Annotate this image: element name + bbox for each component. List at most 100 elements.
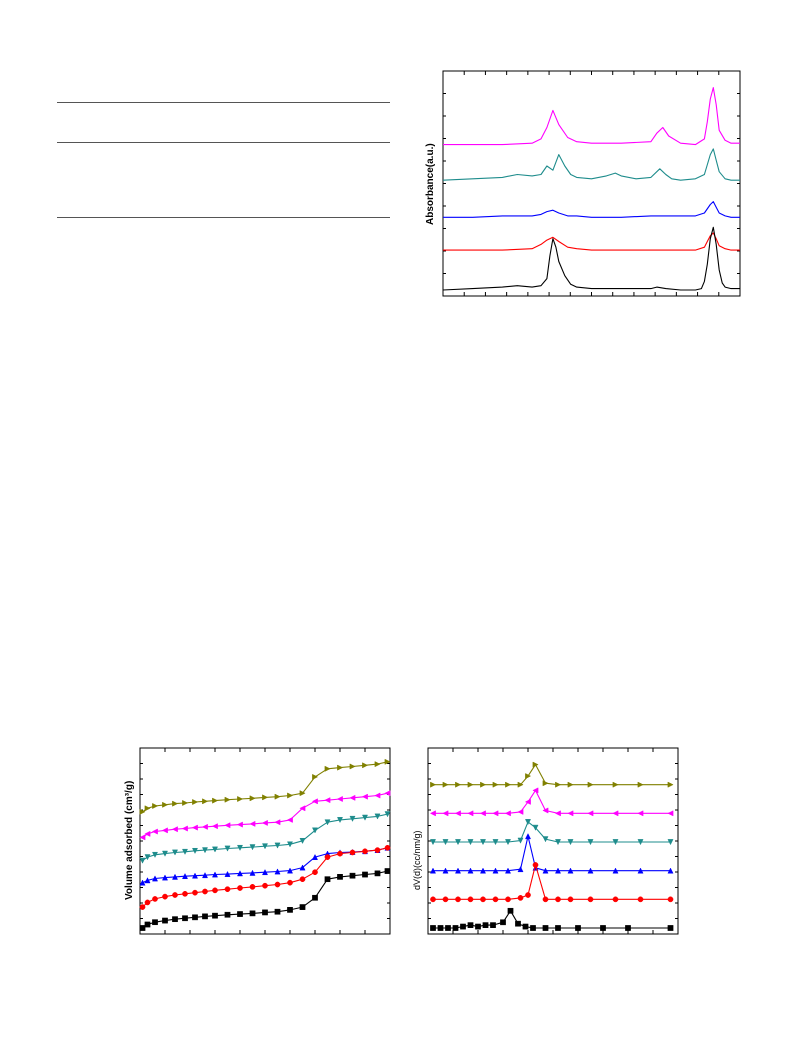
data-point-2-10 (236, 844, 244, 851)
data-point-4-6 (192, 889, 198, 896)
data-point-1-6 (504, 810, 511, 817)
series-line-0 (443, 87, 740, 146)
ftir-absorbance-chart: Absorbance(a.u.) (425, 70, 741, 297)
data-point-5-8 (490, 922, 496, 928)
series-line-3 (443, 232, 740, 251)
data-point-4-0 (430, 896, 436, 903)
data-point-1-9 (532, 787, 539, 794)
data-point-0-5 (492, 781, 499, 788)
data-point-1-10 (542, 807, 549, 814)
data-point-5-12 (522, 923, 529, 930)
plot-frame (139, 747, 391, 935)
data-point-0-9 (532, 761, 539, 768)
data-point-0-10 (237, 795, 244, 803)
data-point-0-9 (224, 796, 231, 803)
data-point-2-0 (139, 857, 146, 864)
data-point-4-8 (525, 892, 531, 898)
data-point-2-1 (442, 839, 449, 846)
data-point-0-7 (517, 781, 524, 788)
y-axis-label: Volume adsorbed (cm³/g) (124, 781, 135, 900)
data-point-3-10 (236, 870, 244, 877)
data-point-0-0 (139, 808, 146, 815)
data-point-2-15 (637, 839, 644, 846)
data-point-4-14 (612, 896, 619, 903)
data-point-1-7 (201, 823, 208, 830)
series-line-1 (442, 148, 740, 181)
series-line-5 (142, 870, 388, 929)
data-point-1-2 (151, 828, 158, 835)
plot-frame (442, 70, 741, 297)
y-axis-label: dV(d)(cc/nm/g) (412, 830, 422, 890)
data-point-1-8 (211, 823, 218, 830)
data-point-4-15 (299, 876, 306, 883)
data-point-5-18 (625, 925, 631, 931)
data-point-0-13 (274, 793, 281, 800)
data-point-0-19 (349, 763, 356, 770)
series-line-4 (433, 864, 671, 900)
data-point-3-4 (171, 873, 179, 880)
data-point-4-12 (262, 882, 268, 889)
data-point-2-7 (201, 847, 209, 854)
data-point-3-8 (211, 871, 219, 878)
data-point-3-6 (504, 867, 512, 874)
data-point-5-15 (555, 925, 561, 931)
data-point-5-9 (224, 911, 231, 918)
data-point-2-4 (171, 849, 179, 856)
data-point-4-14 (287, 879, 293, 886)
data-point-1-7 (517, 808, 524, 815)
data-point-0-11 (249, 795, 256, 802)
data-point-2-21 (374, 813, 381, 820)
data-point-0-20 (362, 762, 369, 769)
data-point-1-16 (667, 810, 674, 817)
table-bottom-rule (57, 217, 390, 218)
data-point-2-11 (554, 839, 562, 846)
data-point-0-10 (542, 780, 549, 787)
data-point-0-21 (374, 761, 381, 768)
data-point-5-5 (182, 915, 188, 922)
data-point-5-3 (452, 925, 459, 931)
data-point-2-0 (429, 839, 437, 846)
data-point-0-3 (467, 781, 474, 788)
data-point-0-0 (430, 781, 437, 788)
data-point-3-8 (524, 833, 532, 840)
data-point-3-3 (161, 874, 169, 881)
data-point-2-9 (532, 824, 539, 831)
data-point-5-17 (324, 876, 331, 883)
data-point-1-20 (361, 793, 368, 800)
data-point-5-19 (349, 872, 356, 879)
data-point-1-0 (429, 810, 436, 817)
data-point-5-15 (299, 904, 306, 910)
data-point-1-16 (311, 798, 318, 805)
data-point-0-2 (152, 802, 159, 809)
data-point-5-6 (475, 923, 481, 930)
data-point-0-14 (287, 792, 294, 799)
data-point-3-2 (454, 867, 462, 874)
data-point-2-2 (454, 839, 462, 846)
data-point-4-4 (172, 892, 178, 898)
data-point-1-19 (349, 794, 356, 801)
data-point-4-0 (139, 904, 146, 910)
data-point-0-14 (612, 781, 619, 788)
data-point-3-5 (181, 873, 189, 880)
data-point-2-3 (467, 839, 474, 846)
data-point-4-2 (455, 896, 461, 903)
series-line-1 (142, 792, 388, 838)
data-point-4-13 (274, 881, 281, 888)
data-point-1-3 (467, 810, 474, 817)
series-line-2 (443, 201, 740, 218)
data-point-4-3 (467, 896, 474, 903)
data-point-1-9 (224, 822, 231, 829)
data-point-1-8 (524, 798, 531, 805)
data-point-4-16 (312, 869, 318, 876)
pore-size-chart: dV(d)(cc/nm/g) (412, 747, 679, 935)
data-point-1-2 (454, 810, 461, 817)
data-point-3-3 (467, 867, 474, 874)
data-point-5-14 (542, 925, 549, 931)
data-point-0-12 (262, 794, 269, 801)
data-point-3-6 (191, 872, 199, 879)
data-point-5-0 (139, 925, 146, 931)
data-point-2-1 (144, 854, 151, 861)
data-point-5-13 (530, 925, 536, 931)
data-point-4-5 (492, 896, 499, 903)
series-line-1 (433, 789, 671, 814)
